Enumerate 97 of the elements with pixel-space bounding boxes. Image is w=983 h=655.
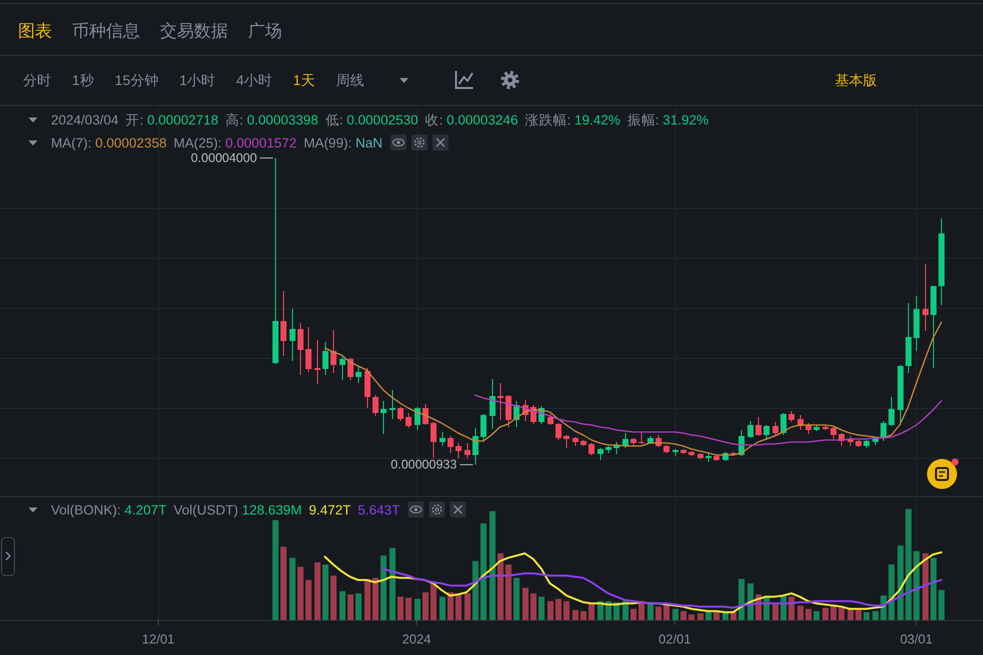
bar [472,561,478,620]
bar [364,578,370,620]
indicator-label: MA(7): 0.00002358 [51,135,167,150]
bar [530,593,536,620]
bar [522,588,528,620]
bar [838,608,844,620]
bar [572,610,578,620]
header-label: Vol(USDT) 128.639M [174,502,302,517]
interval-label: 分时 [23,72,51,88]
x-tick-label: 12/01 [142,632,175,646]
bar [564,601,570,620]
tab-label: 广场 [248,22,282,40]
bar [430,583,436,620]
indicator-label: MA(99): NaN [304,135,382,150]
bar [698,613,704,620]
bar [380,556,386,620]
annotation: 0.00000933 [390,458,457,472]
annotation: 0.00004000 [190,151,257,165]
header-label: Vol(BONK): 4.207T [51,502,167,517]
header-label: 收: 0.00003246 [425,112,518,127]
tab-label: 交易数据 [160,22,228,40]
bar [280,546,286,620]
interval-label: 4小时 [236,72,272,88]
bar [298,566,304,620]
header-label: 9.472T [308,502,351,517]
bar [864,612,870,620]
bar [514,578,520,620]
bar [856,608,862,620]
bar [340,591,346,620]
bar [930,558,936,620]
bar [680,611,686,620]
bar [588,603,594,620]
bar [398,596,404,620]
indicator-label: MA(25): 0.00001572 [174,135,297,150]
bar [688,614,694,620]
bar [390,548,396,620]
bar [506,564,512,620]
x-tick-label: 2024 [402,632,431,646]
bar [290,558,296,620]
interval-label: 1小时 [179,72,216,88]
bar [548,601,554,620]
bar [490,511,496,620]
bar [322,564,328,620]
bar [448,592,454,620]
bar [798,606,804,620]
header-label: 开: 0.00002718 [126,112,218,127]
bar [464,593,470,620]
bar [914,551,920,620]
bar [922,553,928,620]
interval-label: 15分钟 [114,72,158,88]
bar [656,606,662,620]
bar [898,546,904,620]
bar [498,553,504,620]
bar [672,608,678,620]
bar [356,593,362,620]
extreme-label: 0.00004000 [190,151,274,165]
interval-label: 1天 [292,72,315,88]
tab-label: 币种信息 [72,22,140,40]
header-label: 高: 0.00003398 [225,112,318,127]
header-label: 5.643T [358,502,400,517]
bar [888,564,894,620]
interval-label: 1秒 [72,72,94,88]
bar [422,592,428,620]
x-tick-label: 02/01 [658,632,692,646]
bar [414,598,420,620]
tab-label: 图表 [18,22,52,40]
bar [480,523,486,620]
bar [906,509,912,620]
bar [348,594,354,620]
bar [814,611,820,620]
bar [788,596,794,620]
version-label: 基本版 [835,72,877,88]
bar [272,520,278,620]
bar [330,576,336,620]
header-label: 低: 0.00002530 [325,112,418,127]
bar [456,593,462,620]
bar [580,611,586,620]
bar [556,598,562,620]
bar [306,580,312,620]
bar [538,596,544,620]
bar [314,562,320,620]
bar [872,611,878,620]
bar [406,598,412,620]
extreme-label: 0.00000933 [390,458,474,472]
bar [822,608,828,620]
header-label: 振幅: 31.92% [627,112,709,127]
bar [372,578,378,620]
bar [738,578,744,620]
bar [630,608,636,620]
x-tick-label: 03/01 [900,632,933,646]
bar [440,596,446,620]
header-label: 2024/03/04 [51,112,119,127]
interval-label: 周线 [336,72,364,88]
header-label: 涨跌幅: 19.42% [524,112,620,127]
bar [772,604,778,620]
bar [806,608,812,620]
bar [938,590,944,620]
